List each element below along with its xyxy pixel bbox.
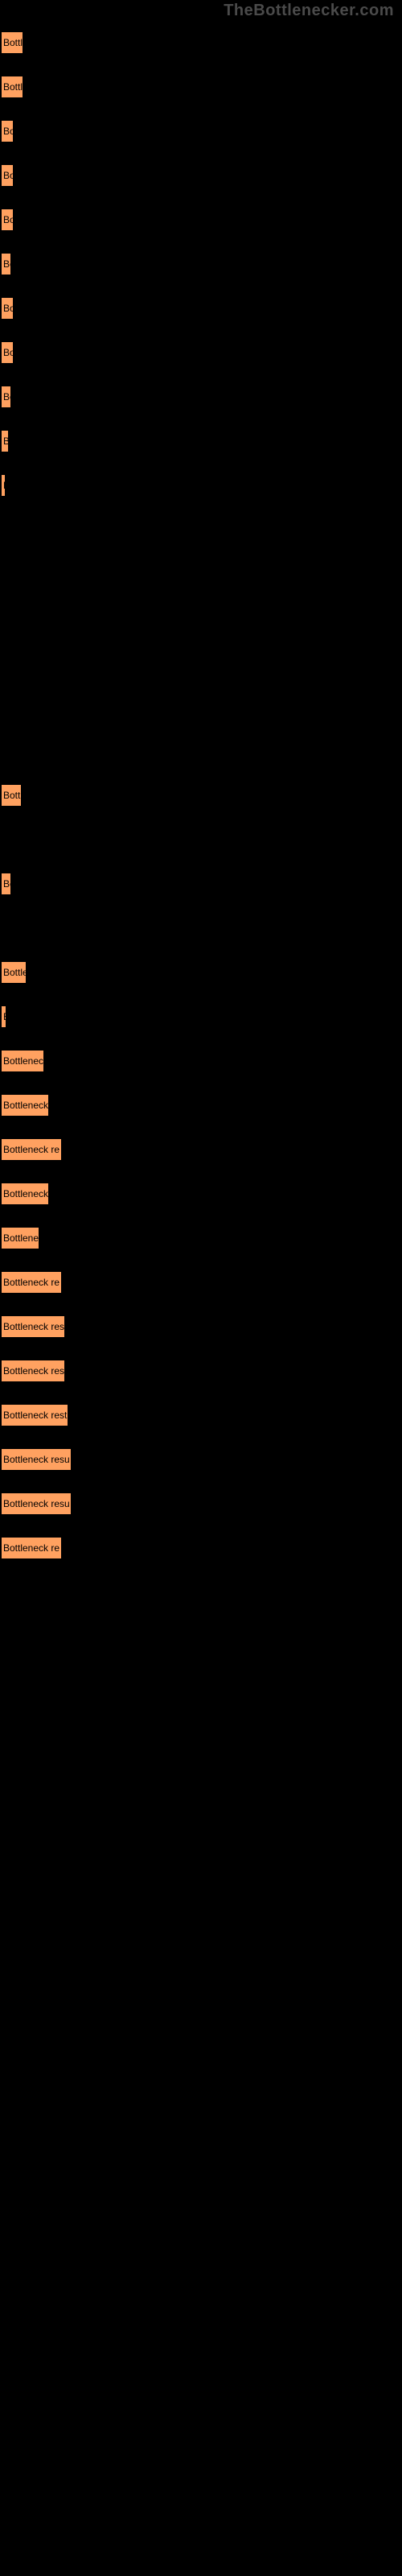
bar: Bottlene bbox=[0, 1226, 40, 1250]
bar-row: Bo bbox=[0, 198, 402, 242]
bar-label: Be bbox=[2, 258, 12, 270]
bar-row: Bo bbox=[0, 154, 402, 198]
bar-label: Bottleneck bbox=[2, 1188, 48, 1199]
bar-row bbox=[0, 685, 402, 729]
bar-label: Bo bbox=[2, 126, 14, 137]
bar: Bottleneck res bbox=[0, 1315, 66, 1339]
bar-chart: Bottl Bottl Bo Bo Bo Be Bo Bo Be B B Bot… bbox=[0, 0, 402, 1571]
bar-label: B bbox=[2, 436, 10, 447]
bar-row: Bo bbox=[0, 287, 402, 331]
bar-label: Bottleneck re bbox=[2, 1277, 59, 1288]
bar-row: Bottl bbox=[0, 21, 402, 65]
bar-label: Bottleneck re bbox=[2, 1144, 59, 1155]
bar: Bottleneck re bbox=[0, 1270, 63, 1294]
bar-label: Bottleneck res bbox=[2, 1321, 64, 1332]
bar-row bbox=[0, 906, 402, 951]
bar-row: Be bbox=[0, 375, 402, 419]
bar-row: Bo bbox=[0, 331, 402, 375]
bar-row: Bo bbox=[0, 109, 402, 154]
bar: Bottleneck rest bbox=[0, 1403, 69, 1427]
bar-row: Bottleneck res bbox=[0, 1349, 402, 1393]
bar-row: Bottle bbox=[0, 951, 402, 995]
bar: Be bbox=[0, 872, 12, 896]
bar-row: Bottleneck resu bbox=[0, 1482, 402, 1526]
bar-row bbox=[0, 818, 402, 862]
bar: Bottleneck resu bbox=[0, 1492, 72, 1516]
bar-row: B bbox=[0, 464, 402, 508]
bar: Bottleneck bbox=[0, 1093, 50, 1117]
bar: Bott bbox=[0, 783, 23, 807]
bar-row: Bottleneck re bbox=[0, 1526, 402, 1571]
bar-row: B bbox=[0, 995, 402, 1039]
bar: Bottleneck resu bbox=[0, 1447, 72, 1472]
bar-row: Bottleneck bbox=[0, 1084, 402, 1128]
bar bbox=[0, 739, 3, 763]
bar-label: Bottl bbox=[2, 37, 23, 48]
bar: B bbox=[0, 429, 10, 453]
bar: Bottleneck bbox=[0, 1182, 50, 1206]
bar-label: Bottleneck rest bbox=[2, 1410, 67, 1421]
bar: Be bbox=[0, 385, 12, 409]
bar-label: Bott bbox=[2, 790, 20, 801]
bar-label: B bbox=[2, 1011, 7, 1022]
bar-row: Be bbox=[0, 862, 402, 906]
bar-label: B bbox=[2, 480, 6, 491]
watermark: TheBottlenecker.com bbox=[224, 2, 394, 20]
bar: Bottl bbox=[0, 75, 24, 99]
bar-label: Bottleneck resu bbox=[2, 1498, 70, 1509]
bar-row: Bottleneck resu bbox=[0, 1438, 402, 1482]
bar-row: B bbox=[0, 419, 402, 464]
bar-label: Bo bbox=[2, 303, 14, 314]
bar-label: Bottleneck resu bbox=[2, 1454, 70, 1465]
bar: Bottleneck re bbox=[0, 1536, 63, 1560]
bar-row: Bottlenec bbox=[0, 1039, 402, 1084]
bar-label: Bo bbox=[2, 347, 14, 358]
bar-label: Bottle bbox=[2, 967, 27, 978]
bar-row: Bottleneck res bbox=[0, 1305, 402, 1349]
bar: Bottl bbox=[0, 31, 24, 55]
bar-label: Be bbox=[2, 878, 12, 890]
bar-row bbox=[0, 597, 402, 641]
bar bbox=[0, 828, 3, 852]
bar: Bo bbox=[0, 119, 14, 143]
bar-label: Bottleneck res bbox=[2, 1365, 64, 1377]
bar-row: Bottlene bbox=[0, 1216, 402, 1261]
bar-row bbox=[0, 729, 402, 774]
bar: Bottleneck res bbox=[0, 1359, 66, 1383]
bar: Bo bbox=[0, 208, 14, 232]
bar-label: Bottlenec bbox=[2, 1055, 43, 1067]
bar-label: Bottleneck re bbox=[2, 1542, 59, 1554]
bar: Bottleneck re bbox=[0, 1137, 63, 1162]
bar-label: Bottlene bbox=[2, 1232, 39, 1244]
bar-row: Bott bbox=[0, 774, 402, 818]
bar-row: Bottleneck re bbox=[0, 1128, 402, 1172]
bar: Bo bbox=[0, 163, 14, 188]
bar-label: Bottleneck bbox=[2, 1100, 48, 1111]
bar-row: Be bbox=[0, 242, 402, 287]
bar-row bbox=[0, 641, 402, 685]
bar-row: Bottleneck rest bbox=[0, 1393, 402, 1438]
bar: Be bbox=[0, 252, 12, 276]
bar-row bbox=[0, 508, 402, 552]
bar-label: Bo bbox=[2, 170, 14, 181]
bar: Bottle bbox=[0, 960, 27, 985]
bar: Bo bbox=[0, 296, 14, 320]
bar-label: Be bbox=[2, 391, 12, 402]
bar-row bbox=[0, 552, 402, 597]
bar: B bbox=[0, 473, 6, 497]
bar: Bottlenec bbox=[0, 1049, 45, 1073]
bar: B bbox=[0, 1005, 7, 1029]
bar bbox=[0, 518, 3, 542]
bar-label: Bo bbox=[2, 214, 14, 225]
bar-row: Bottl bbox=[0, 65, 402, 109]
bar: Bo bbox=[0, 341, 14, 365]
bar-row: Bottleneck bbox=[0, 1172, 402, 1216]
bar-row: Bottleneck re bbox=[0, 1261, 402, 1305]
bar-label: Bottl bbox=[2, 81, 23, 93]
